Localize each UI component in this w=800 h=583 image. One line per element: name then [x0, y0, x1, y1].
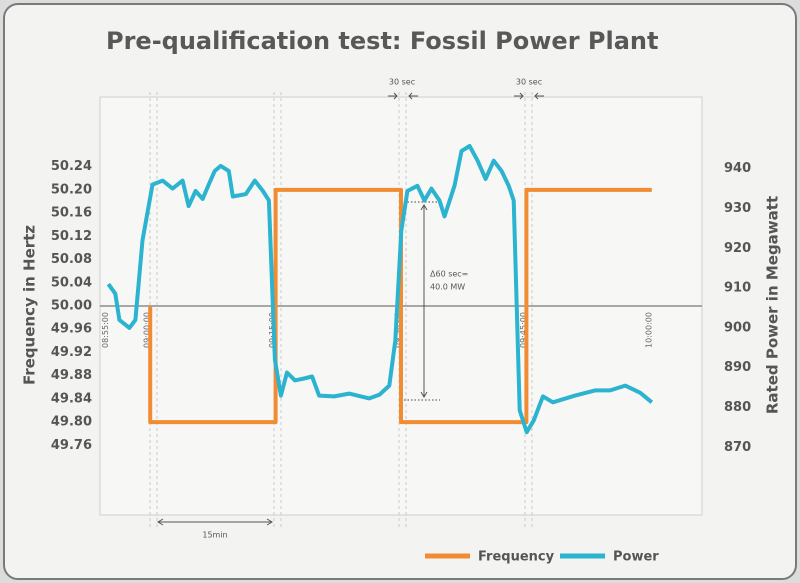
annotation: 40.0 MW: [430, 283, 465, 292]
y-tick-label: 50.08: [51, 252, 92, 267]
annotation: 30 sec: [516, 78, 542, 87]
y-tick-label: 50.12: [51, 229, 92, 244]
series-line: [148, 187, 652, 425]
y2-tick-label: 930: [724, 201, 751, 216]
y-tick-label: 49.76: [51, 438, 92, 453]
annotation: Δ60 sec=: [430, 270, 468, 279]
y-tick-label: 49.96: [51, 322, 92, 337]
x-tick-label: 09:00:00: [143, 312, 152, 348]
y-tick-label: 50.20: [51, 182, 92, 197]
y-tick-label: 50.04: [51, 275, 92, 290]
annotation-arrow: [157, 518, 273, 526]
y2-tick-label: 940: [724, 161, 751, 176]
annotation-arrow: [420, 204, 428, 398]
y-tick-label: 50.24: [51, 159, 92, 174]
x-tick-label: 09:30:00: [394, 312, 403, 348]
y2-tick-label: 890: [724, 360, 751, 375]
series-line: [106, 144, 654, 435]
legend-label: Power: [613, 550, 659, 565]
y-tick-label: 50.16: [51, 206, 92, 221]
annotation-arrow: [388, 92, 418, 100]
y2-tick-label: 880: [724, 400, 751, 415]
y2-tick-label: 920: [724, 241, 751, 256]
annotation: 30 sec: [389, 78, 415, 87]
legend-label: Frequency: [478, 550, 555, 565]
y-axis-label: Frequency in Hertz: [21, 225, 39, 385]
y2-axis-label: Rated Power in Megawatt: [764, 196, 782, 414]
x-tick-label: 09:45:00: [519, 312, 528, 348]
annotation-arrow: [514, 92, 544, 100]
y-tick-label: 49.92: [51, 345, 92, 360]
y-tick-label: 49.80: [51, 415, 92, 430]
x-tick-label: 10:00:00: [644, 312, 653, 348]
chart-title: Pre-qualification test: Fossil Power Pla…: [106, 27, 658, 55]
annotation-dots: [404, 201, 440, 401]
y2-tick-label: 910: [724, 281, 751, 296]
y2-tick-label: 900: [724, 320, 751, 335]
annotation: 15min: [202, 531, 227, 540]
y-tick-label: 49.84: [51, 391, 92, 406]
x-tick-label: 08:55:00: [101, 312, 110, 348]
y-tick-label: 50.00: [51, 299, 92, 314]
y2-tick-label: 870: [724, 440, 751, 455]
y-tick-label: 49.88: [51, 368, 92, 383]
